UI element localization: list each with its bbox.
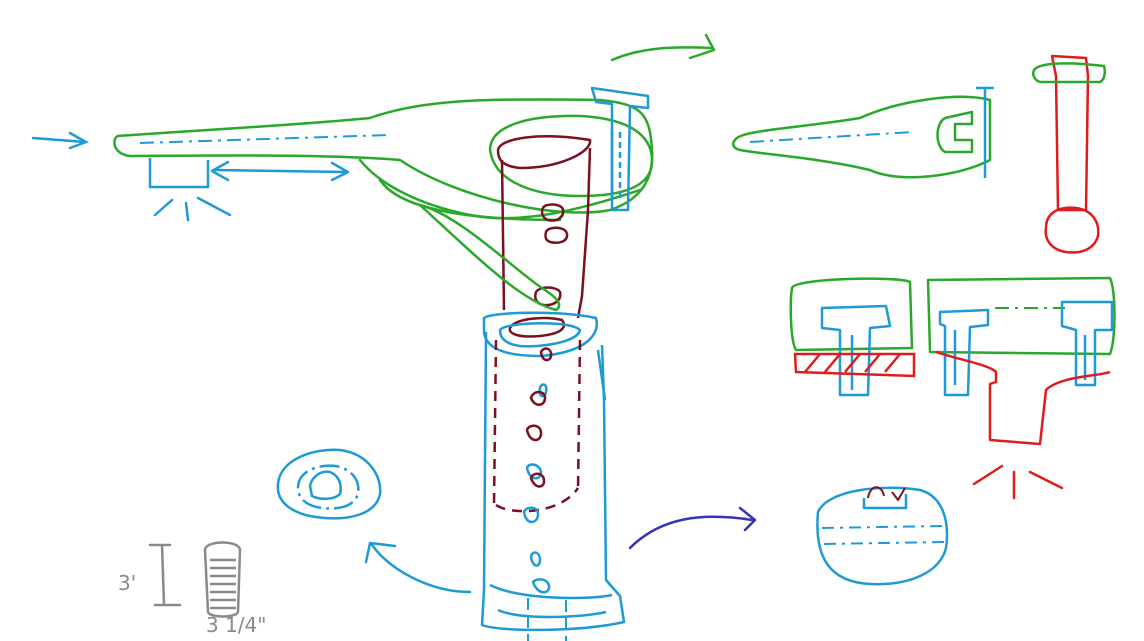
slide-arrow (210, 160, 350, 182)
light-rays-right (972, 464, 1064, 500)
top-view-ring (276, 448, 382, 520)
rod-handle (1032, 62, 1107, 84)
key-edge-marker (976, 86, 994, 178)
hole-alignment-outline (419, 203, 561, 312)
diameter-label: 3 1/4" (206, 613, 266, 637)
key-center-line (749, 131, 913, 143)
direction-arrow-right (628, 506, 757, 550)
lever-arm (113, 98, 654, 222)
lever-center-line (139, 134, 391, 144)
spring-coil (203, 541, 242, 618)
direction-arrow-top (610, 33, 716, 62)
latch-housing-left (789, 277, 914, 352)
knob-cap (816, 486, 949, 586)
light-rays-left (153, 196, 232, 222)
actuator-rod (1044, 54, 1100, 254)
cylinder-axis (527, 598, 567, 641)
outer-cylinder-holes (522, 347, 553, 594)
knob-notch (867, 486, 906, 502)
latch-right-red-linkage (935, 350, 1111, 446)
inner-tube (496, 135, 592, 338)
cap-ring (488, 114, 654, 198)
height-label: 3' (118, 571, 136, 595)
height-dimension (148, 543, 182, 607)
bracket-block (148, 158, 210, 189)
inlet-arrow (31, 131, 89, 150)
rotate-arrow (364, 541, 472, 594)
knob-center-lines (821, 525, 947, 545)
latch-right-b (1060, 300, 1114, 387)
latch-clip (590, 86, 650, 212)
outer-cylinder (480, 311, 626, 632)
latch-left-red-plate (793, 352, 916, 378)
key-wrench (731, 95, 992, 179)
latch-housing-right (926, 276, 1116, 356)
